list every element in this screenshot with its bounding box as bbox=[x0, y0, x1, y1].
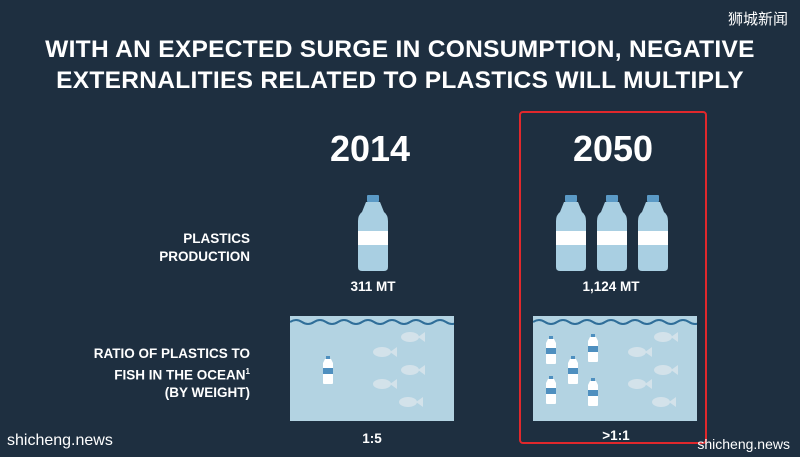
small-bottle-icon bbox=[588, 334, 598, 362]
headline-line-1: WITH AN EXPECTED SURGE IN CONSUMPTION, N… bbox=[45, 36, 755, 63]
fish-icon-3 bbox=[401, 365, 425, 375]
watermark-top-right: 狮城新闻 bbox=[727, 11, 788, 28]
fish-icon-1 bbox=[401, 332, 425, 342]
headline-line-2: EXTERNALITIES RELATED TO PLASTICS WILL M… bbox=[56, 67, 744, 94]
highlight-frame-2050 bbox=[519, 111, 707, 444]
bottle-icon-2050-a bbox=[556, 195, 586, 271]
watermark-bottom-right: shicheng.news bbox=[697, 436, 790, 452]
year-2050: 2050 bbox=[572, 128, 654, 169]
fish-icon-5 bbox=[399, 397, 423, 407]
small-bottle-icon bbox=[546, 336, 556, 364]
ratio-label-line-3: (BY WEIGHT) bbox=[164, 384, 250, 400]
small-bottle-icon bbox=[568, 356, 578, 384]
ratio-value-2050: >1:1 bbox=[602, 428, 630, 443]
wave-line-icon bbox=[533, 319, 697, 325]
plastics-production-label-line-1: PLASTICS bbox=[183, 231, 250, 246]
fish-icon-2 bbox=[373, 347, 397, 357]
plastics-production-label-line-2: PRODUCTION bbox=[159, 248, 250, 264]
watermark-bottom-left: shicheng.news bbox=[7, 432, 113, 449]
ratio-label-line-2: FISH IN THE OCEAN1 bbox=[114, 366, 250, 383]
bottle-icon-2050-c bbox=[638, 195, 668, 271]
ocean-2050 bbox=[533, 316, 697, 421]
ratio-label-line-1: RATIO OF PLASTICS TO bbox=[93, 346, 250, 361]
ocean-2014 bbox=[290, 316, 454, 421]
small-bottle-icon bbox=[588, 378, 598, 406]
fish-icon-5 bbox=[652, 397, 676, 407]
footnote-marker: 1 bbox=[245, 366, 250, 376]
small-bottle-icon bbox=[546, 376, 556, 404]
bottle-icon-2014 bbox=[358, 195, 388, 271]
fish-icon-3 bbox=[654, 365, 678, 375]
fish-icon-1 bbox=[654, 332, 678, 342]
plastics-production-label: PLASTICS PRODUCTION bbox=[0, 230, 250, 265]
small-bottle-icon bbox=[323, 356, 333, 384]
fish-icon-2 bbox=[628, 347, 652, 357]
headline: WITH AN EXPECTED SURGE IN CONSUMPTION, N… bbox=[0, 34, 800, 96]
production-value-2014: 311 MT bbox=[350, 279, 396, 294]
wave-line-icon bbox=[290, 319, 454, 325]
production-value-2050: 1,124 MT bbox=[582, 279, 640, 294]
bottle-icon-2050-b bbox=[597, 195, 627, 271]
ratio-label: RATIO OF PLASTICS TO FISH IN THE OCEAN1 … bbox=[0, 345, 250, 401]
fish-icon-4 bbox=[628, 379, 652, 389]
ratio-value-2014: 1:5 bbox=[362, 431, 382, 446]
year-2014: 2014 bbox=[329, 128, 411, 169]
fish-icon-4 bbox=[373, 379, 397, 389]
